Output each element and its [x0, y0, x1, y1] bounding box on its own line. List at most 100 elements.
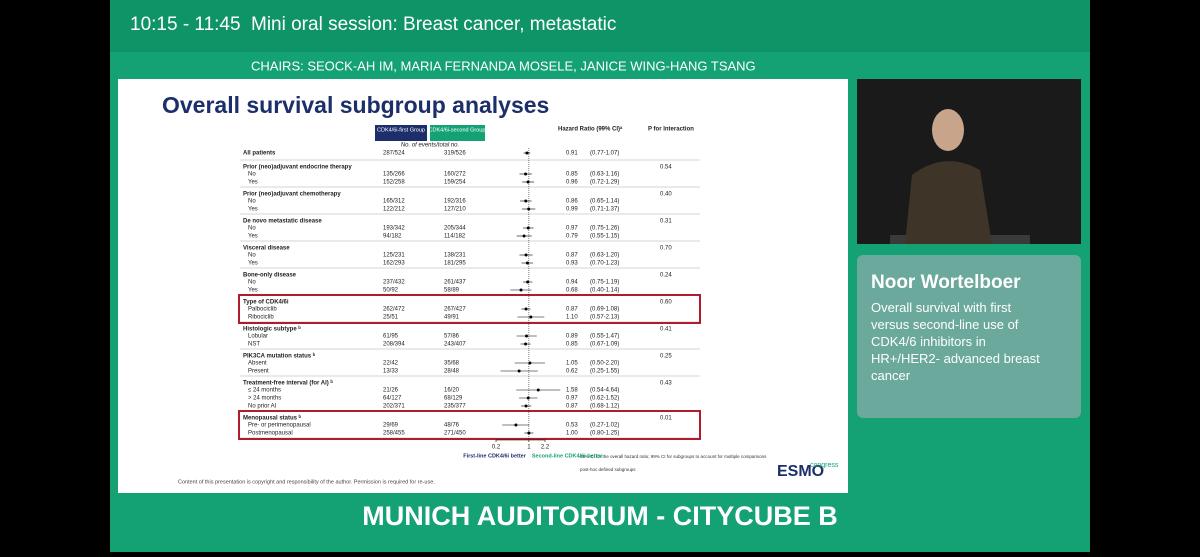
row-label: Yes — [248, 261, 258, 267]
hr-point — [524, 404, 528, 408]
hazard-ratio: 0.87 — [566, 307, 578, 313]
hazard-ratio: 0.99 — [566, 207, 578, 213]
p-value: 0.54 — [660, 165, 672, 171]
col-head-bg — [375, 125, 427, 141]
hazard-ratio: 0.97 — [566, 396, 578, 402]
x-tick-label: 1 — [527, 445, 531, 451]
events-second: 49/91 — [444, 315, 460, 321]
x-tick-label: 2.2 — [541, 445, 550, 451]
logo-sub: congress — [810, 462, 839, 469]
slide — [118, 79, 848, 493]
speaker-card — [857, 255, 1081, 418]
events-first: 208/394 — [383, 342, 405, 348]
hazard-ratio: 1.00 — [566, 431, 578, 437]
hr-point — [525, 334, 529, 338]
hr-point — [524, 342, 528, 346]
row-label: NST — [248, 342, 260, 348]
events-first: 29/69 — [383, 423, 399, 429]
events-first: 237/432 — [383, 280, 405, 286]
events-second: 138/231 — [444, 253, 466, 259]
events-second: 271/450 — [444, 431, 466, 437]
p-value: 0.31 — [660, 219, 672, 225]
hr-point — [517, 369, 521, 373]
hazard-ratio: 0.93 — [566, 261, 578, 267]
events-first: 13/33 — [383, 369, 399, 375]
group-name: Prior (neo)adjuvant endocrine therapy — [243, 165, 352, 171]
events-first: 262/472 — [383, 307, 405, 313]
slide-title: Overall survival subgroup analyses — [162, 92, 549, 118]
ci: (0.77-1.07) — [590, 151, 619, 157]
hr-point — [524, 253, 528, 257]
row-label: Pre- or perimenopausal — [248, 423, 311, 429]
hazard-ratio: 0.79 — [566, 234, 578, 240]
events-second: 192/316 — [444, 199, 466, 205]
group-name: Type of CDK4/6i — [243, 300, 289, 306]
ci: (0.70-1.23) — [590, 261, 619, 267]
p-value: 0.01 — [660, 416, 672, 422]
events-first: 287/524 — [383, 151, 405, 157]
events-second: 243/407 — [444, 342, 466, 348]
events-second: 160/272 — [444, 172, 466, 178]
hazard-ratio: 0.87 — [566, 253, 578, 259]
events-second: 267/427 — [444, 307, 466, 313]
logo: ESMO — [777, 463, 824, 480]
events-second: 58/89 — [444, 288, 460, 294]
col-p: P for Interaction — [648, 127, 694, 133]
talk-title: Overall survival with first versus second… — [871, 300, 1040, 383]
ci: (0.68-1.12) — [590, 404, 619, 410]
events-first: 122/212 — [383, 207, 405, 213]
events-first: 258/455 — [383, 431, 405, 437]
col-events: No. of events/total no. — [401, 143, 459, 149]
hr-point — [524, 307, 528, 311]
x-tick-label: 0.2 — [492, 445, 501, 451]
events-second: 159/254 — [444, 180, 466, 186]
ci: (0.54-4.64) — [590, 388, 619, 394]
ci: (0.55-1.47) — [590, 334, 619, 340]
events-second: 16/20 — [444, 388, 460, 394]
row-label: No — [248, 172, 256, 178]
time: 10:15 - 11:45 — [130, 14, 241, 35]
hazard-ratio: 0.85 — [566, 172, 578, 178]
row-label: ≤ 24 months — [248, 388, 281, 394]
ci: (0.75-1.19) — [590, 280, 619, 286]
ci: (0.27-1.02) — [590, 423, 619, 429]
row-label: Lobular — [248, 334, 268, 340]
col-hr: Hazard Ratio (99% CI)ᵃ — [558, 127, 623, 133]
hazard-ratio: 0.97 — [566, 226, 578, 232]
group-name: Visceral disease — [243, 246, 290, 252]
events-second: 181/295 — [444, 261, 466, 267]
hr-point — [524, 172, 528, 176]
col-second: CDK4/6i-second Group — [429, 127, 486, 133]
row-label: Palbociclib — [248, 307, 277, 313]
ci: (0.62-1.52) — [590, 396, 619, 402]
row-label: Present — [248, 369, 269, 375]
events-second: 261/437 — [444, 280, 466, 286]
row-label: No — [248, 280, 256, 286]
favors-left: First-line CDK4/6i better — [463, 453, 527, 459]
highlight-box — [238, 294, 701, 324]
hazard-ratio: 0.91 — [566, 151, 578, 157]
p-value: 0.60 — [660, 300, 672, 306]
events-first: 152/258 — [383, 180, 405, 186]
ci: (0.80-1.25) — [590, 431, 619, 437]
p-value: 0.43 — [660, 381, 672, 387]
ci: (0.40-1.14) — [590, 288, 619, 294]
hazard-ratio: 1.05 — [566, 361, 578, 367]
group-name: Treatment-free interval (for AI) ᵇ — [243, 380, 333, 387]
speaker-name: Noor Wortelboer — [871, 272, 1021, 293]
row-label: Yes — [248, 207, 258, 213]
row-label: Postmenopausal — [248, 431, 293, 437]
events-first: 202/371 — [383, 404, 405, 410]
group-name: Bone-only disease — [243, 273, 297, 279]
p-value: 0.40 — [660, 192, 672, 198]
events-first: 94/182 — [383, 234, 402, 240]
events-first: 50/92 — [383, 288, 399, 294]
ci: (0.71-1.37) — [590, 207, 619, 213]
hr-point — [525, 261, 529, 265]
ci: (0.57-2.13) — [590, 315, 619, 321]
events-first: 125/231 — [383, 253, 405, 259]
events-first: 64/127 — [383, 396, 402, 402]
group-name: All patients — [243, 151, 276, 157]
hr-point — [524, 199, 528, 203]
